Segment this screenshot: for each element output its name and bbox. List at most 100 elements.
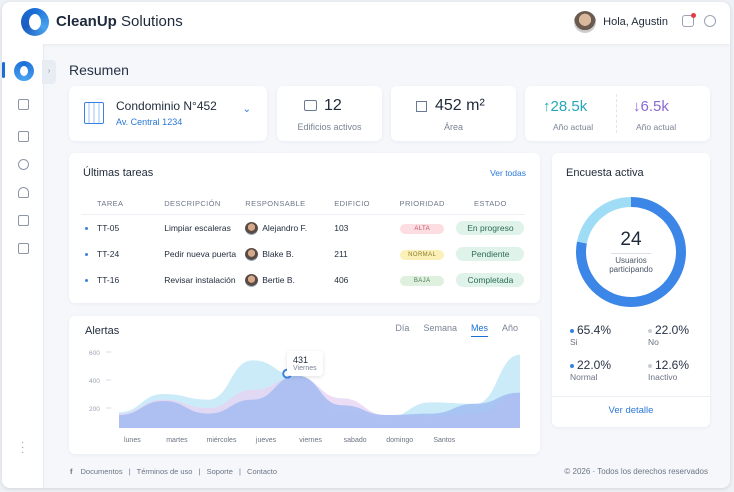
footer-link[interactable]: Soporte — [206, 467, 233, 476]
alerts-area-chart: 200 400 600 lunes martes miércoles jueves viern… — [89, 350, 520, 444]
user-menu[interactable]: Hola, Agustin — [574, 11, 668, 33]
kpi-area: 452 m² Área — [391, 86, 516, 141]
task-id: TT-05 — [81, 223, 164, 233]
x-tick-label: lunes — [124, 437, 141, 444]
survey-stat: 22.0% Normal — [570, 358, 612, 382]
kpi-label: Año actual — [553, 122, 594, 132]
col-header: EDIFICIO — [334, 199, 370, 208]
owner-avatar — [245, 273, 259, 287]
task-id: TT-24 — [81, 249, 164, 259]
priority-badge: ALTA — [400, 224, 445, 234]
col-header: PRIORIDAD — [399, 199, 445, 208]
alerts-title: Alertas — [85, 325, 120, 337]
col-header: TAREA — [97, 199, 124, 208]
notification-icon[interactable] — [682, 13, 696, 27]
settings-gear-icon[interactable] — [704, 15, 716, 27]
task-description: Pedir nueva puerta — [164, 249, 237, 259]
greeting: Hola, Agustin — [603, 16, 668, 28]
period-tabs: Día Semana Mes Año — [395, 323, 518, 337]
kpi-trends: ↑28.5k Año actual ↓6.5k Año actual — [525, 86, 710, 141]
survey-stat: 65.4% Si — [570, 323, 612, 347]
view-all-link[interactable]: Ver todas — [490, 168, 526, 178]
arrow-down-icon: ↓ — [633, 98, 641, 115]
x-tick-label: jueves — [255, 437, 277, 444]
tooltip-value: 431 — [293, 355, 309, 365]
kpi-up: ↑28.5k — [543, 98, 588, 115]
users-icon[interactable] — [18, 187, 29, 198]
property-selector[interactable]: Condominio N°452 Av. Central 1234 ⌄ — [69, 86, 267, 141]
buildings-icon[interactable] — [18, 99, 29, 110]
footer-links: f Documentos | Términos de uso | Soporte … — [70, 467, 278, 476]
building-icon — [84, 102, 104, 124]
tab-2[interactable]: Mes — [470, 323, 488, 337]
y-tick-label: 200 — [89, 406, 100, 413]
task-description: Revisar instalación — [164, 275, 236, 285]
area-icon — [416, 101, 427, 112]
sidebar-home-icon[interactable] — [14, 61, 34, 81]
task-owner: Blake B. — [245, 247, 334, 261]
y-tick-label: 400 — [89, 378, 100, 385]
header: CleanUp Solutions Hola, Agustin — [2, 2, 730, 44]
collapse-sidebar-button[interactable]: › — [42, 60, 56, 84]
priority-badge: BAJA — [400, 276, 445, 286]
chart-icon[interactable] — [18, 215, 29, 226]
legend-dot-icon — [648, 328, 652, 333]
task-owner: Alejandro F. — [245, 221, 334, 235]
footer-link[interactable]: Términos de uso — [136, 467, 193, 476]
task-id: TT-16 — [81, 275, 164, 285]
col-header: DESCRIPCIÓN — [164, 199, 221, 208]
kpi-label: Edificios activos — [297, 122, 362, 132]
kpi-down: ↓6.5k — [633, 98, 669, 115]
tasks-table: TAREA DESCRIPCIÓN RESPONSABLE EDIFICIO PRIOR… — [81, 193, 525, 293]
tasks-title: Últimas tareas — [83, 167, 154, 179]
y-tick-label: 600 — [89, 350, 100, 357]
legend-dot-icon — [570, 328, 574, 333]
property-name: Condominio N°452 — [116, 99, 217, 113]
survey-stat: 12.6% Inactivo — [648, 358, 690, 382]
footer-link[interactable]: Contacto — [247, 467, 278, 476]
survey-stat: 22.0% No — [648, 323, 690, 347]
kpi-value: 452 m² — [435, 97, 485, 114]
kpi-value: 12 — [324, 97, 342, 114]
app-window: CleanUp Solutions Hola, Agustin · · · › Re… — [2, 2, 730, 488]
money-icon[interactable] — [18, 159, 29, 170]
tab-0[interactable]: Día — [395, 323, 410, 333]
survey-title: Encuesta activa — [566, 167, 644, 179]
area-series-2 — [119, 375, 520, 428]
legend-dot-icon — [648, 363, 652, 368]
footer-link[interactable]: Documentos — [80, 467, 123, 476]
more-icon[interactable]: · · · — [21, 437, 25, 458]
table-row[interactable]: TT-16 Revisar instalación Bertie B. 406 … — [81, 267, 525, 293]
logo-icon[interactable] — [21, 8, 49, 36]
table-header: TAREA DESCRIPCIÓN RESPONSABLE EDIFICIO PRIOR… — [81, 193, 525, 215]
x-tick-label: viernes — [299, 437, 322, 444]
facebook-icon[interactable]: f — [70, 467, 73, 476]
status-badge: Pendiente — [456, 247, 525, 261]
priority-badge: NORMAL — [400, 250, 445, 260]
table-row[interactable]: TT-24 Pedir nueva puerta Blake B. 211 NO… — [81, 241, 525, 267]
arrow-up-icon: ↑ — [543, 98, 551, 115]
code-icon[interactable] — [18, 243, 29, 254]
col-header: RESPONSABLE — [245, 199, 306, 208]
x-tick-label: miércoles — [207, 437, 237, 444]
page-title: Resumen — [69, 62, 129, 78]
view-detail-link[interactable]: Ver detalle — [608, 405, 654, 416]
legend-dot-icon — [570, 363, 574, 368]
chart-tooltip: 431 Viernes — [287, 351, 323, 376]
task-building: 406 — [334, 275, 349, 285]
owner-avatar — [245, 221, 259, 235]
x-tick-label: Santos — [433, 437, 455, 444]
task-description: Limpiar escaleras — [164, 223, 231, 233]
tab-3[interactable]: Año — [501, 323, 518, 333]
table-row[interactable]: TT-05 Limpiar escaleras Alejandro F. 103… — [81, 215, 525, 241]
tasks-card: Últimas tareas Ver todas TAREA DESCRIPCIÓ… — [69, 153, 540, 303]
active-indicator — [2, 62, 5, 78]
grid-icon[interactable] — [18, 131, 29, 142]
x-tick-label: sabado — [344, 437, 367, 444]
col-header: ESTADO — [474, 199, 507, 208]
survey-donut: 24 Usuarios participando — [576, 197, 686, 307]
kpi-label: Año actual — [636, 122, 677, 132]
survey-card: Encuesta activa 24 Usuarios participando… — [552, 153, 710, 427]
tab-1[interactable]: Semana — [423, 323, 457, 333]
property-address: Av. Central 1234 — [116, 117, 183, 127]
